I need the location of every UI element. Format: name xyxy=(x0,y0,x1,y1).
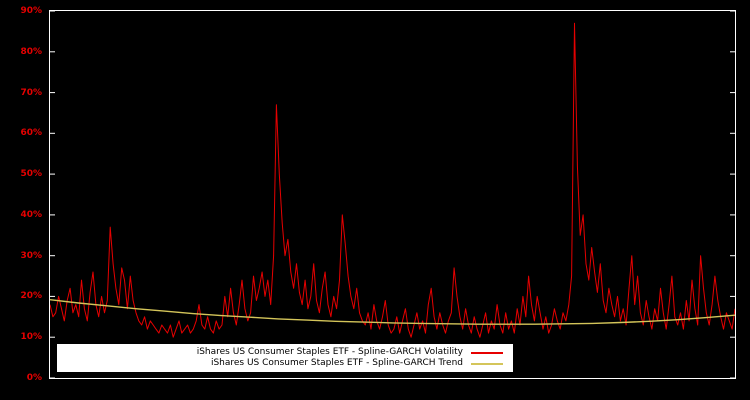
y-tick-label: 0% xyxy=(26,373,42,383)
plot-frame: iShares US Consumer Staples ETF - Spline… xyxy=(49,10,736,379)
legend-label-volatility: iShares US Consumer Staples ETF - Spline… xyxy=(196,347,463,357)
y-tick-label: 40% xyxy=(20,209,42,220)
legend-row-trend: iShares US Consumer Staples ETF - Spline… xyxy=(67,358,503,369)
legend: iShares US Consumer Staples ETF - Spline… xyxy=(57,344,513,372)
volatility-line-sample-icon xyxy=(471,351,503,354)
y-tick-label: 80% xyxy=(20,46,42,57)
y-tick-label: 30% xyxy=(20,250,42,261)
trend-line xyxy=(50,299,735,325)
y-tick-label: 10% xyxy=(20,332,42,343)
y-tick-label: 50% xyxy=(20,169,42,180)
y-tick-label: 20% xyxy=(20,291,42,302)
y-tick-label: 90% xyxy=(20,6,42,16)
legend-row-volatility: iShares US Consumer Staples ETF - Spline… xyxy=(67,347,503,358)
legend-label-trend: iShares US Consumer Staples ETF - Spline… xyxy=(210,358,463,368)
y-tick-label: 70% xyxy=(20,87,42,98)
trend-line-sample-icon xyxy=(471,362,503,365)
volatility-line xyxy=(50,22,735,338)
y-axis: 0% 10% 20% 30% 40% 50% 60% 70% 80% 90% xyxy=(0,0,46,400)
y-tick-label: 60% xyxy=(20,128,42,139)
plot-area xyxy=(50,11,735,378)
